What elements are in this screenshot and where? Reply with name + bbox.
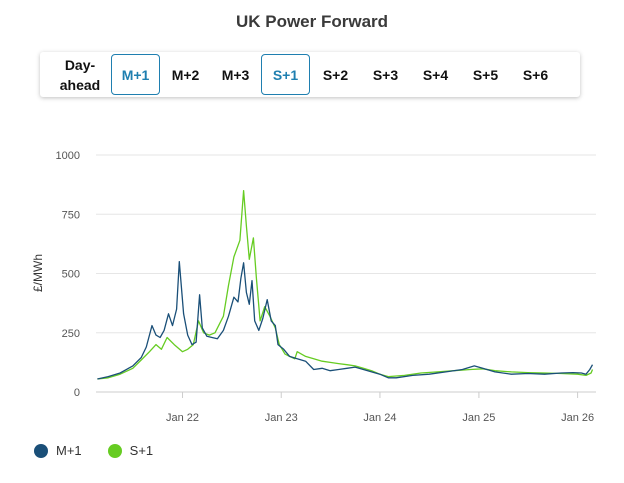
y-tick-label: 1000 — [56, 150, 80, 162]
legend-label-s1: S+1 — [129, 443, 154, 458]
legend: M+1 S+1 — [34, 443, 179, 458]
x-tick-label: Jan 22 — [166, 412, 199, 424]
y-tick-label: 500 — [62, 269, 80, 281]
legend-swatch-s1 — [107, 443, 122, 458]
tab-s4[interactable]: S+4 — [422, 66, 449, 83]
x-tick-label: Jan 26 — [561, 412, 594, 424]
tab-m1[interactable]: M+1 — [111, 54, 160, 95]
y-axis-label: £/MWh — [31, 254, 45, 292]
contract-tab-bar: Day-ahead M+1 M+2 M+3 S+1 S+2 S+3 S+4 S+… — [40, 52, 580, 97]
y-tick-label: 250 — [62, 328, 80, 340]
y-axis-ticks: 0 250 500 750 1000 — [56, 150, 80, 399]
series-lines — [97, 189, 594, 380]
tab-s3[interactable]: S+3 — [372, 66, 399, 83]
tab-s5[interactable]: S+5 — [472, 66, 499, 83]
tab-day-ahead[interactable]: Day-ahead — [59, 56, 101, 93]
tab-m3[interactable]: M+3 — [221, 66, 250, 83]
chart-grid — [96, 154, 596, 393]
legend-item-s1[interactable]: S+1 — [107, 443, 154, 458]
x-tick-label: Jan 25 — [462, 412, 495, 424]
y-tick-label: 750 — [62, 209, 80, 221]
legend-item-m1[interactable]: M+1 — [34, 443, 82, 458]
x-tick-label: Jan 24 — [363, 412, 396, 424]
legend-swatch-m1 — [34, 443, 48, 458]
series-line-s1 — [97, 189, 594, 380]
tab-s2[interactable]: S+2 — [322, 66, 349, 83]
x-tick-label: Jan 23 — [265, 412, 298, 424]
y-tick-label: 0 — [74, 387, 80, 399]
tab-m2[interactable]: M+2 — [171, 66, 200, 83]
legend-label-m1: M+1 — [56, 443, 82, 458]
chart-title: UK Power Forward — [235, 12, 389, 31]
tab-s1[interactable]: S+1 — [261, 54, 310, 95]
series-line-m1 — [97, 260, 594, 380]
tab-s6[interactable]: S+6 — [522, 66, 549, 83]
x-axis-ticks: Jan 22 Jan 23 Jan 24 Jan 25 Jan 26 — [166, 392, 594, 424]
